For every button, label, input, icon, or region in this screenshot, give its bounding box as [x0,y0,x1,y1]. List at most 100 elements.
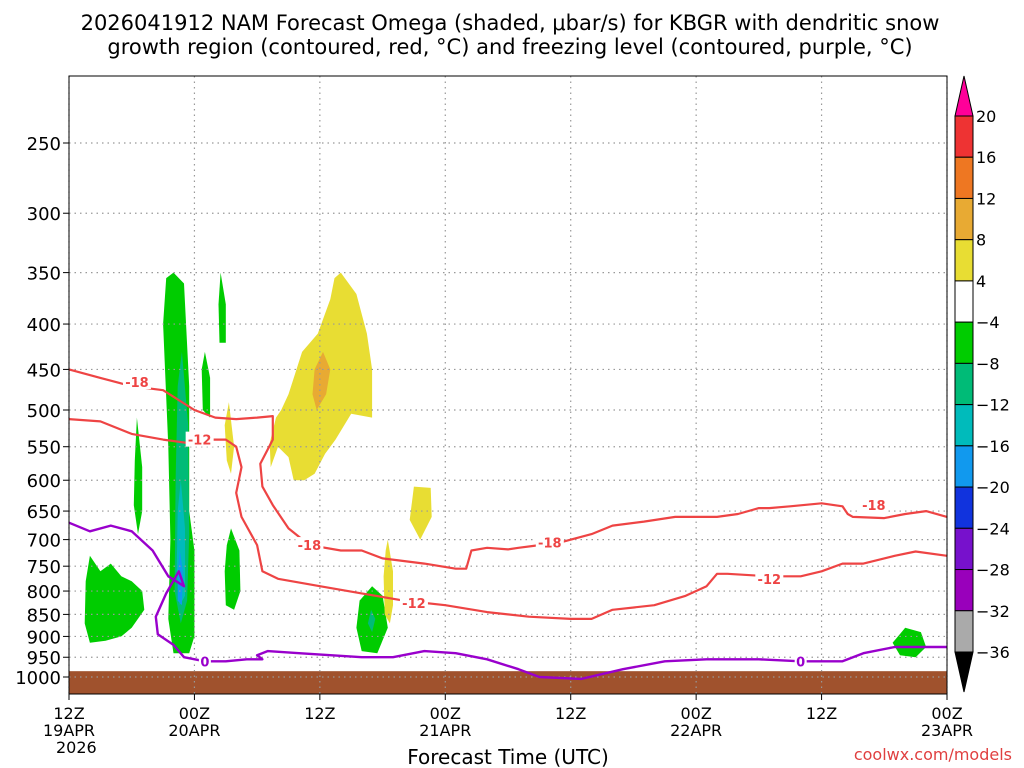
contour-label-1: -18 [125,376,149,391]
contour-label-bg-5 [535,534,564,550]
ground-layer [69,671,947,694]
y-tick-label-1000: 1000 [15,668,61,689]
contour-label-6: -12 [758,573,782,588]
chart-title-line-2: growth region (contoured, red, °C) and f… [107,35,912,59]
omega-region-7 [201,351,211,418]
colorbar-box-13 [954,610,974,653]
colorbar-label-3: 12 [976,189,996,208]
omega-region-16 [383,539,393,624]
credit-text: coolwx.com/models [854,745,1012,764]
colorbar-arrow-top [954,75,974,117]
x-tick-label-36-1: 00Z [430,704,461,723]
contour-label-bg-6 [755,570,784,586]
omega-region-11 [367,609,376,633]
colorbar-arrow-bottom [954,651,974,693]
x-tick-label-24-1: 12Z [304,704,335,723]
colorbar-box-3 [954,197,974,241]
x-tick-label-12-1: 00Z [179,704,210,723]
omega-region-6 [84,555,145,643]
x-tick-label-12-2: 20APR [168,721,220,740]
colorbar-box-2 [954,156,974,199]
omega-region-17 [409,486,432,540]
contour-label-3: -18 [298,539,322,554]
colorbar-label-10: −20 [976,478,1010,497]
x-tick-label-0-2: 19APR [43,721,95,740]
y-tick-label-800: 800 [27,582,61,603]
y-tick-label-550: 550 [27,438,61,459]
omega-shading [84,272,927,658]
colorbar-box-8 [954,404,974,447]
colorbar-label-8: −12 [976,396,1010,415]
contour-label-7: -18 [862,499,886,514]
omega-region-14 [312,351,331,410]
y-tick-label-850: 850 [27,605,61,626]
contour-label-5: -18 [538,536,562,551]
x-tick-label-60-2: 22APR [670,721,722,740]
y-tick-label-700: 700 [27,531,61,552]
colorbar-label-1: 20 [976,107,996,126]
colorbar: 20 16 12 8 4 −4 −8 −12 −16 −20 −24 −28 −32 −36 [954,75,1010,693]
colorbar-label-2: 16 [976,148,996,167]
contour-lines [68,368,948,681]
y-tick-label-400: 400 [27,315,61,336]
colorbar-box-7 [954,362,974,406]
contour-label-4: -12 [402,597,426,612]
colorbar-label-5: 4 [976,272,986,291]
omega-region-12 [892,627,927,658]
contour-label-bg-4 [399,594,428,610]
contour-labels: -18 -12 -18 -12 -18 -12 -18 0 0 [122,374,888,670]
plot-frame [68,75,948,695]
colorbar-label-9: −16 [976,437,1010,456]
x-tick-label-72-1: 12Z [806,704,837,723]
x-axis-title: Forecast Time (UTC) [407,745,609,768]
x-tick-label-84-2: 23APR [921,721,973,740]
colorbar-box-4 [954,239,974,282]
contour-label-bg-3 [295,537,324,553]
x-tick-label-0-3: 2026 [56,738,97,757]
grid-lines [68,76,948,694]
freezing-contour-1 [68,521,947,681]
omega-region-8 [218,272,226,343]
colorbar-label-11: −24 [976,519,1010,538]
y-tick-label-500: 500 [27,401,61,422]
colorbar-box-11 [954,527,974,571]
x-tick-label-60-1: 00Z [680,704,711,723]
colorbar-label-13: −32 [976,602,1010,621]
colorbar-box-1 [954,115,974,158]
x-tick-label-84-1: 00Z [931,704,962,723]
contour-label-bg-8 [198,653,211,669]
y-tick-label-650: 650 [27,502,61,523]
colorbar-label-12: −28 [976,561,1010,580]
chart-title-line-1: 2026041912 NAM Forecast Omega (shaded, μ… [81,11,940,35]
contour-label-bg-1 [122,374,151,390]
contour-label-9: 0 [796,655,805,670]
colorbar-box-5 [954,280,974,323]
colorbar-label-6: −4 [976,313,1000,332]
y-tick-label-900: 900 [27,627,61,648]
omega-region-15 [224,402,235,474]
x-tick-label-48-1: 12Z [555,704,586,723]
y-tick-label-750: 750 [27,557,61,578]
colorbar-box-9 [954,445,974,488]
y-tick-label-950: 950 [27,648,61,669]
colorbar-box-10 [954,486,974,529]
contour-label-8: 0 [200,655,209,670]
y-tick-label-600: 600 [27,471,61,492]
contour-label-bg-7 [859,497,888,513]
y-tick-label-250: 250 [27,134,61,155]
ground-fill [69,671,947,694]
y-tick-label-350: 350 [27,264,61,285]
dgz-contour-2 [68,418,948,621]
contour-label-bg-2 [185,431,214,447]
x-tick-label-0-1: 12Z [53,704,84,723]
y-tick-label-300: 300 [27,204,61,225]
colorbar-label-14: −36 [976,643,1010,662]
colorbar-box-6 [954,321,974,364]
colorbar-label-4: 8 [976,231,986,250]
dgz-contour-1 [68,368,948,570]
contour-label-bg-9 [794,653,807,669]
x-tick-label-36-2: 21APR [419,721,471,740]
